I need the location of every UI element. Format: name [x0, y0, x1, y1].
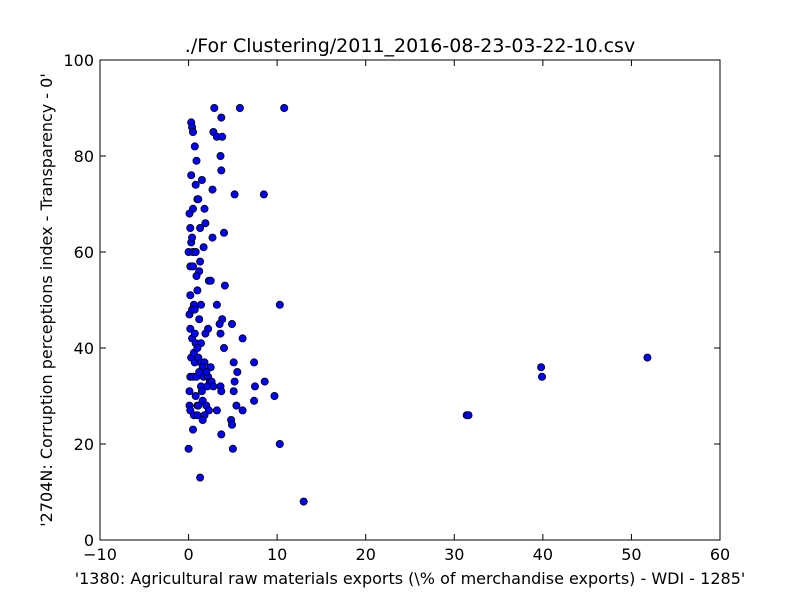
data-point [213, 407, 220, 414]
x-tick-label: 30 [444, 545, 464, 564]
data-point [231, 378, 238, 385]
data-point [200, 244, 207, 251]
data-point [186, 210, 193, 217]
data-point [199, 416, 206, 423]
y-tick-label: 100 [63, 51, 94, 70]
data-point [217, 152, 224, 159]
data-point [230, 359, 237, 366]
data-point [228, 421, 235, 428]
data-point [198, 388, 205, 395]
data-point [189, 263, 196, 270]
x-tick-label: 40 [533, 545, 553, 564]
data-point [191, 306, 198, 313]
data-point [261, 378, 268, 385]
data-point [231, 191, 238, 198]
x-tick-label: 60 [710, 545, 730, 564]
data-point [197, 474, 204, 481]
data-point [209, 234, 216, 241]
data-point [271, 392, 278, 399]
data-point [233, 402, 240, 409]
data-point [216, 320, 223, 327]
y-axis-title: '2704N: Corruption perceptions index - T… [37, 73, 56, 526]
data-point [251, 397, 258, 404]
data-point [192, 181, 199, 188]
data-point [213, 301, 220, 308]
data-point [189, 234, 196, 241]
data-point [194, 287, 201, 294]
data-point [203, 368, 210, 375]
data-point [195, 196, 202, 203]
data-point [193, 272, 200, 279]
data-point [644, 354, 651, 361]
data-point [187, 292, 194, 299]
data-point [197, 258, 204, 265]
data-point [191, 330, 198, 337]
data-point [236, 104, 243, 111]
data-point [192, 392, 199, 399]
data-point [194, 344, 201, 351]
data-point [193, 157, 200, 164]
data-point [221, 282, 228, 289]
y-tick-label: 60 [74, 243, 94, 262]
data-point [197, 301, 204, 308]
y-tick-label: 80 [74, 147, 94, 166]
x-tick-label: 50 [621, 545, 641, 564]
data-point [207, 277, 214, 284]
data-point [191, 143, 198, 150]
data-point [276, 440, 283, 447]
data-point [300, 498, 307, 505]
data-point [218, 388, 225, 395]
data-point [251, 383, 258, 390]
data-point [218, 431, 225, 438]
data-point [196, 316, 203, 323]
data-point [229, 445, 236, 452]
data-point [217, 330, 224, 337]
data-point [538, 364, 545, 371]
data-point [218, 167, 225, 174]
data-point [276, 301, 283, 308]
chart-title: ./For Clustering/2011_2016-08-23-03-22-1… [185, 35, 635, 57]
data-point [186, 388, 193, 395]
data-point [197, 224, 204, 231]
y-tick-label: 20 [74, 435, 94, 454]
data-point [201, 205, 208, 212]
data-point [211, 104, 218, 111]
data-point [219, 133, 226, 140]
x-tick-label: 10 [267, 545, 287, 564]
data-point [228, 320, 235, 327]
x-tick-label: 0 [183, 545, 193, 564]
data-point [187, 224, 194, 231]
data-point [234, 368, 241, 375]
data-point [209, 186, 216, 193]
y-tick-label: 40 [74, 339, 94, 358]
data-point [189, 426, 196, 433]
data-point [218, 114, 225, 121]
data-point [210, 383, 217, 390]
x-tick-label: 20 [356, 545, 376, 564]
data-point [188, 172, 195, 179]
data-point [189, 128, 196, 135]
data-point [281, 104, 288, 111]
data-point [195, 402, 202, 409]
x-axis-title: '1380: Agricultural raw materials export… [75, 569, 746, 588]
data-point [198, 176, 205, 183]
data-point [239, 335, 246, 342]
data-point [230, 388, 237, 395]
data-point [220, 344, 227, 351]
data-point [192, 248, 199, 255]
data-point [196, 368, 203, 375]
data-point [251, 359, 258, 366]
data-point [220, 229, 227, 236]
data-point [202, 330, 209, 337]
data-point [260, 191, 267, 198]
data-point [185, 445, 192, 452]
y-tick-label: 0 [84, 531, 94, 550]
data-point [239, 407, 246, 414]
data-point [465, 412, 472, 419]
data-point [538, 373, 545, 380]
